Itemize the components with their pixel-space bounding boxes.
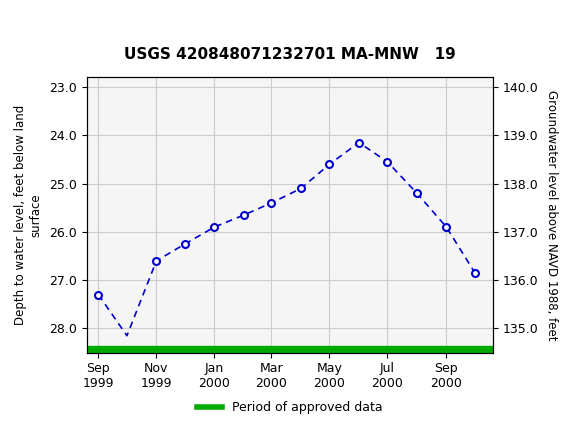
Text: ≡USGS: ≡USGS [12,14,86,38]
Y-axis label: Depth to water level, feet below land
surface: Depth to water level, feet below land su… [14,105,42,325]
Y-axis label: Groundwater level above NAVD 1988, feet: Groundwater level above NAVD 1988, feet [545,90,559,340]
Legend: Period of approved data: Period of approved data [192,396,388,419]
Text: USGS 420848071232701 MA-MNW   19: USGS 420848071232701 MA-MNW 19 [124,47,456,62]
